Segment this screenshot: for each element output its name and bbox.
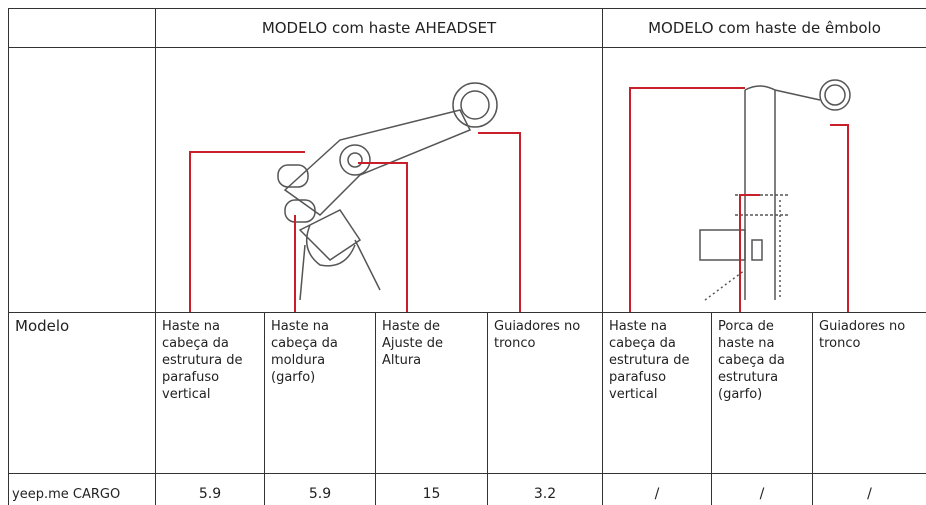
image-cell [601, 47, 926, 313]
torque-value: 5.9 [264, 473, 376, 505]
torque-value: 3.2 [487, 473, 603, 505]
part-label: Guiadores no tronco [487, 312, 603, 474]
group-header: MODELO com haste AHEADSET [155, 8, 603, 48]
spec-table: MODELO com haste AHEADSET MODELO com has… [8, 8, 926, 505]
image-cell [155, 47, 603, 313]
torque-value: 15 [375, 473, 488, 505]
part-label: Haste de Ajuste de Altura [375, 312, 488, 474]
torque-value: / [811, 473, 926, 505]
torque-value: / [602, 473, 712, 505]
part-label: Guiadores no tronco [811, 312, 926, 474]
torque-value: / [711, 473, 813, 505]
part-label: Haste na cabeça da estrutura de parafuso… [155, 312, 265, 474]
torque-value: 5.9 [155, 473, 265, 505]
part-label: Haste na cabeça da moldura (garfo) [264, 312, 376, 474]
corner-cell [8, 8, 156, 48]
row-label: yeep.me CARGO [8, 473, 156, 505]
empty-cell [8, 47, 156, 313]
row-label: Modelo [8, 312, 156, 474]
part-label: Porca de haste na cabeça da estrutura (g… [711, 312, 813, 474]
part-label: Haste na cabeça da estrutura de parafuso… [602, 312, 712, 474]
group-header: MODELO com haste de êmbolo [601, 8, 926, 48]
